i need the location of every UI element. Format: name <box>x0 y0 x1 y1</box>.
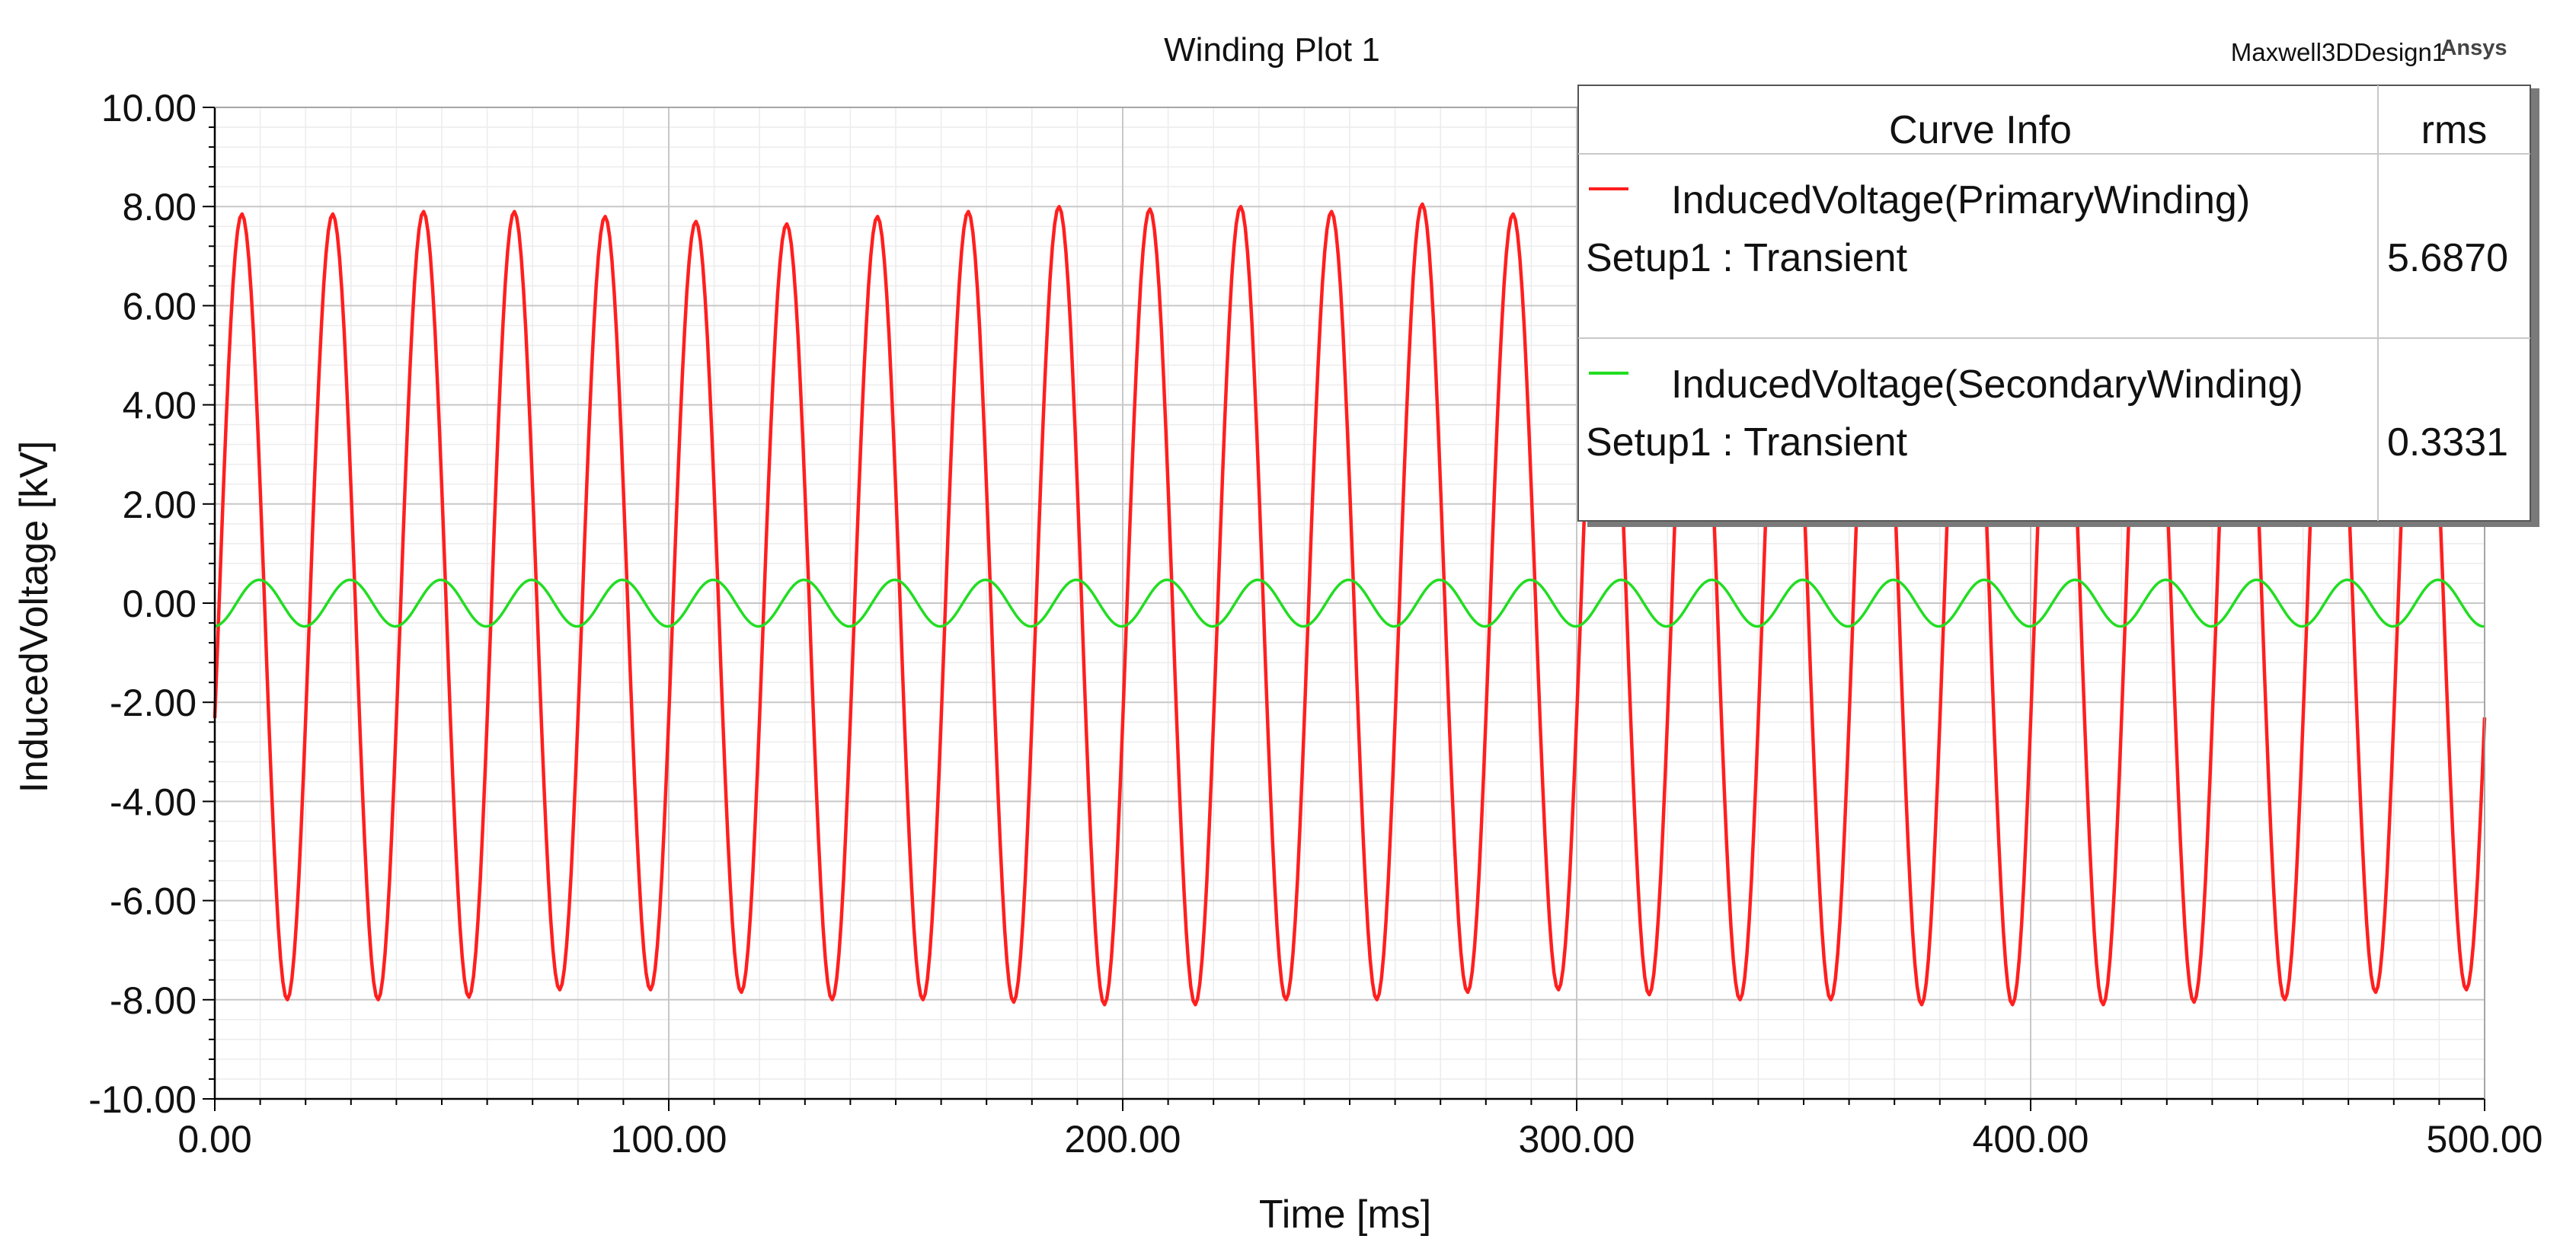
y-tick-label: 6.00 <box>123 285 197 327</box>
chart-title: Winding Plot 1 <box>1164 31 1380 69</box>
y-tick-label: 0.00 <box>123 583 197 625</box>
legend-header-rms: rms <box>2421 108 2488 152</box>
plot-axes <box>203 107 2485 1111</box>
y-tick-label: 8.00 <box>123 186 197 228</box>
x-axis-label: Time [ms] <box>1259 1193 1431 1237</box>
y-tick-label: -8.00 <box>110 979 197 1022</box>
y-tick-label: 4.00 <box>123 385 197 427</box>
legend-header-curve-info: Curve Info <box>1889 108 2072 152</box>
curve-info-legend[interactable]: Curve Info rms InducedVoltage(PrimaryWin… <box>1577 85 2539 527</box>
legend-entry-primary-rms: 5.6870 <box>2387 236 2508 280</box>
secondary-winding-line <box>214 578 2485 628</box>
y-axis-label: InducedVoltage [kV] <box>12 441 56 794</box>
design-name-label: Maxwell3DDesign1 <box>2231 38 2446 66</box>
x-tick-label: 200.00 <box>1065 1118 1181 1161</box>
y-tick-label: -10.00 <box>88 1078 197 1121</box>
legend-entry-secondary-rms: 0.3331 <box>2387 420 2508 465</box>
y-tick-label: -6.00 <box>110 880 197 923</box>
x-tick-label: 400.00 <box>1973 1118 2089 1161</box>
y-tick-label: 10.00 <box>101 87 197 129</box>
legend-entry-primary-setup: Setup1 : Transient <box>1586 236 1908 280</box>
y-tick-label: 2.00 <box>123 484 197 526</box>
primary-winding-line <box>213 200 2487 1007</box>
legend-entry-secondary-setup: Setup1 : Transient <box>1586 420 1908 465</box>
plot-series <box>213 200 2487 1007</box>
legend-entry-primary-name: InducedVoltage(PrimaryWinding) <box>1671 178 2250 222</box>
x-tick-label: 0.00 <box>177 1118 251 1161</box>
x-tick-label: 500.00 <box>2427 1118 2543 1161</box>
tick-labels: 10.00 8.00 6.00 4.00 2.00 0.00 -2.00 -4.00 -6.00… <box>88 87 2542 1161</box>
legend-entry-secondary-name: InducedVoltage(SecondaryWinding) <box>1671 362 2303 407</box>
ansys-brand-label: Ansys <box>2440 36 2507 60</box>
legend-box <box>1577 85 2531 522</box>
x-tick-label: 100.00 <box>611 1118 727 1161</box>
y-tick-label: -4.00 <box>110 781 197 823</box>
x-tick-label: 300.00 <box>1519 1118 1635 1161</box>
y-tick-label: -2.00 <box>110 682 197 724</box>
